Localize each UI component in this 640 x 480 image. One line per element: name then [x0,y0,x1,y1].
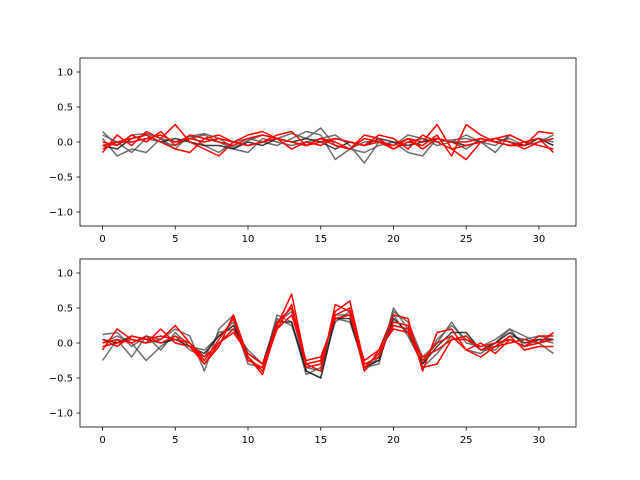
top-x-tick-label: 10 [242,234,255,245]
bottom-series-line-4 [101,293,554,376]
bottom-x-tick-label: 5 [172,435,178,446]
bottom-plot: 0 5 10 15 20 25 30 −1.0 −0.5 0.0 0.5 1.0 [49,258,577,446]
bottom-x-tick-label: 20 [387,435,400,446]
top-x-tick-label: 30 [533,234,546,245]
top-series-line-6 [102,123,554,161]
top-plot: 0 5 10 15 20 25 30 −1.0 −0.5 0.0 0.5 1.0 [49,57,577,245]
bottom-x-tick-label: 25 [460,435,473,446]
top-y-tick-label: 0.5 [57,103,73,114]
top-x-tick-label: 25 [460,234,473,245]
bottom-series-line-2 [102,314,554,372]
bottom-x-tick-label: 15 [314,435,327,446]
bottom-x-tick-label: 10 [242,435,255,446]
bottom-x-tick-label: 0 [99,435,105,446]
top-y-tick-label: 0.0 [57,138,73,149]
bottom-y-tick-label: 0.5 [57,304,73,315]
top-x-tick-label: 0 [99,234,105,245]
top-x-tick-label: 20 [387,234,400,245]
top-y-tick-label: −1.0 [49,208,73,219]
top-x-tick-label: 15 [314,234,327,245]
bottom-y-tick-label: 1.0 [57,269,73,280]
top-y-tick-label: −0.5 [49,173,73,184]
bottom-x-tick-label: 30 [533,435,546,446]
bottom-y-tick-label: 0.0 [57,339,73,350]
bottom-y-tick-label: −0.5 [49,374,73,385]
top-y-tick-label: 1.0 [57,68,73,79]
bottom-y-tick-label: −1.0 [49,409,73,420]
top-series-line-7 [102,134,554,154]
bottom-series-line-7 [102,314,554,365]
top-x-tick-label: 5 [172,234,178,245]
